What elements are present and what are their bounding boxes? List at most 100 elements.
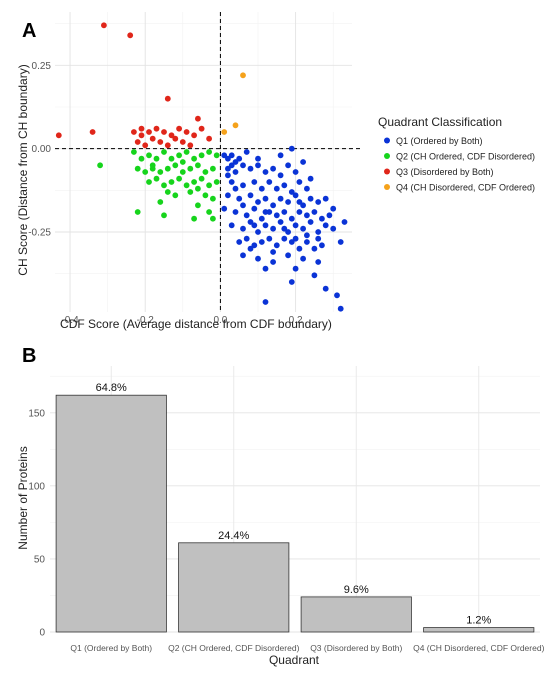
scatter-x-tick-label: 0.0 <box>213 315 227 326</box>
scatter-point-q1 <box>315 229 322 235</box>
scatter-point-q3 <box>149 135 156 142</box>
scatter-point-q1 <box>315 199 322 205</box>
scatter-point-q1 <box>243 149 250 155</box>
scatter-point-q3 <box>191 132 198 139</box>
scatter-point-q1 <box>285 162 291 169</box>
scatter-point-q1 <box>262 299 269 305</box>
scatter-point-q1 <box>296 179 303 185</box>
scatter-point-q2 <box>161 149 167 155</box>
scatter-point-q1 <box>307 195 314 202</box>
scatter-point-q3 <box>89 129 96 135</box>
scatter-point-q2 <box>183 149 190 155</box>
scatter-point-q1 <box>292 235 299 242</box>
scatter-panel: A -0.4 -0.2 0.0 0.2 -0.25 0.00 0.25 CDF Score… <box>16 12 535 331</box>
scatter-point-q1 <box>251 242 258 249</box>
scatter-y-tick-labels: -0.25 0.00 0.25 <box>28 61 51 239</box>
bar-data-label-q4: 1.2% <box>466 615 491 627</box>
scatter-point-q1 <box>300 225 306 232</box>
scatter-point-q1 <box>247 192 254 199</box>
scatter-point-q2 <box>183 182 190 189</box>
bar-x-axis-label: Quadrant <box>269 653 320 667</box>
scatter-point-q2 <box>168 155 175 162</box>
scatter-point-q1 <box>262 265 269 272</box>
scatter-point-q1 <box>255 255 261 262</box>
legend-label-q4: Q4 (CH Disordered, CDF Ordered) <box>396 183 535 193</box>
scatter-x-tick-label: -0.2 <box>137 315 155 326</box>
scatter-point-q1 <box>232 185 239 192</box>
bar-y-tick-label: 50 <box>34 554 46 565</box>
scatter-point-q3 <box>172 135 179 142</box>
legend-items: Q1 (Ordered by Both) Q2 (CH Ordered, CDF … <box>384 136 535 193</box>
scatter-point-q4 <box>240 72 246 79</box>
scatter-point-q2 <box>195 185 201 192</box>
scatter-point-q2 <box>157 169 164 175</box>
bar-x-tick-label-q3: Q3 (Disordered by Both) <box>310 643 402 653</box>
scatter-point-q2 <box>187 189 194 195</box>
scatter-point-q4 <box>221 129 228 135</box>
scatter-point-q2 <box>198 152 205 159</box>
scatter-point-q1 <box>258 185 265 192</box>
scatter-point-q2 <box>168 179 175 185</box>
scatter-point-q2 <box>153 155 160 162</box>
scatter-point-q1 <box>228 152 235 159</box>
scatter-point-q3 <box>164 142 171 149</box>
bar-q1 <box>55 394 167 633</box>
scatter-point-q3 <box>138 132 145 139</box>
bar-data-label-q2: 24.4% <box>218 530 249 542</box>
scatter-point-q1 <box>236 239 243 245</box>
scatter-point-q1 <box>337 239 344 245</box>
scatter-point-q2 <box>134 165 141 172</box>
scatter-point-q3 <box>131 129 137 135</box>
scatter-point-q1 <box>285 252 291 259</box>
scatter-point-q1 <box>255 229 261 235</box>
scatter-point-q1 <box>315 235 322 242</box>
scatter-point-q1 <box>236 195 243 202</box>
scatter-point-q1 <box>277 219 284 225</box>
scatter-point-q2 <box>172 162 179 169</box>
scatter-point-q2 <box>210 195 216 202</box>
scatter-point-q1 <box>247 165 254 172</box>
scatter-point-q1 <box>277 195 284 202</box>
scatter-x-tick-label: -0.4 <box>61 315 79 326</box>
scatter-y-axis-label: CH Score (Distance from CH boundary) <box>16 64 30 275</box>
scatter-point-q2 <box>164 189 171 195</box>
scatter-point-q2 <box>191 155 198 162</box>
scatter-point-q1 <box>296 209 303 215</box>
bar-data-label-q1: 64.8% <box>96 382 127 394</box>
scatter-point-q3 <box>153 125 160 132</box>
legend-key-q2 <box>384 153 390 159</box>
panel-b-label: B <box>22 345 36 367</box>
scatter-point-q1 <box>255 199 261 205</box>
scatter-point-q1 <box>322 285 329 292</box>
scatter-point-q1 <box>277 172 284 179</box>
scatter-point-q1 <box>296 245 303 252</box>
scatter-point-q1 <box>311 272 318 279</box>
bar-x-tick-label-q4: Q4 (CH Disordered, CDF Ordered) <box>413 643 544 653</box>
scatter-point-q1 <box>270 165 276 172</box>
scatter-point-q1 <box>337 305 344 312</box>
scatter-point-q3 <box>187 142 194 149</box>
bar-data-label-q3: 9.6% <box>344 584 369 596</box>
scatter-point-q2 <box>202 192 209 199</box>
bar-y-tick-label: 100 <box>28 481 45 492</box>
scatter-point-q1 <box>240 252 246 259</box>
bar-q2 <box>178 542 290 633</box>
legend-title: Quadrant Classification <box>378 115 502 129</box>
scatter-point-q1 <box>281 209 288 215</box>
scatter-point-q1 <box>273 242 280 249</box>
scatter-point-q1 <box>240 202 246 209</box>
scatter-point-q1 <box>292 169 299 175</box>
scatter-point-q1 <box>228 179 235 185</box>
scatter-reference-lines <box>55 12 360 312</box>
scatter-point-q1 <box>221 205 228 212</box>
scatter-point-q2 <box>210 165 216 172</box>
scatter-point-q1 <box>307 175 314 182</box>
scatter-point-q2 <box>210 215 216 222</box>
scatter-point-q1 <box>300 255 306 262</box>
scatter-x-tick-label: 0.2 <box>289 315 303 326</box>
scatter-point-q1 <box>288 145 295 152</box>
scatter-point-q1 <box>247 219 254 225</box>
scatter-point-q2 <box>206 182 213 189</box>
scatter-point-q1 <box>243 235 250 242</box>
scatter-point-q1 <box>326 212 333 219</box>
